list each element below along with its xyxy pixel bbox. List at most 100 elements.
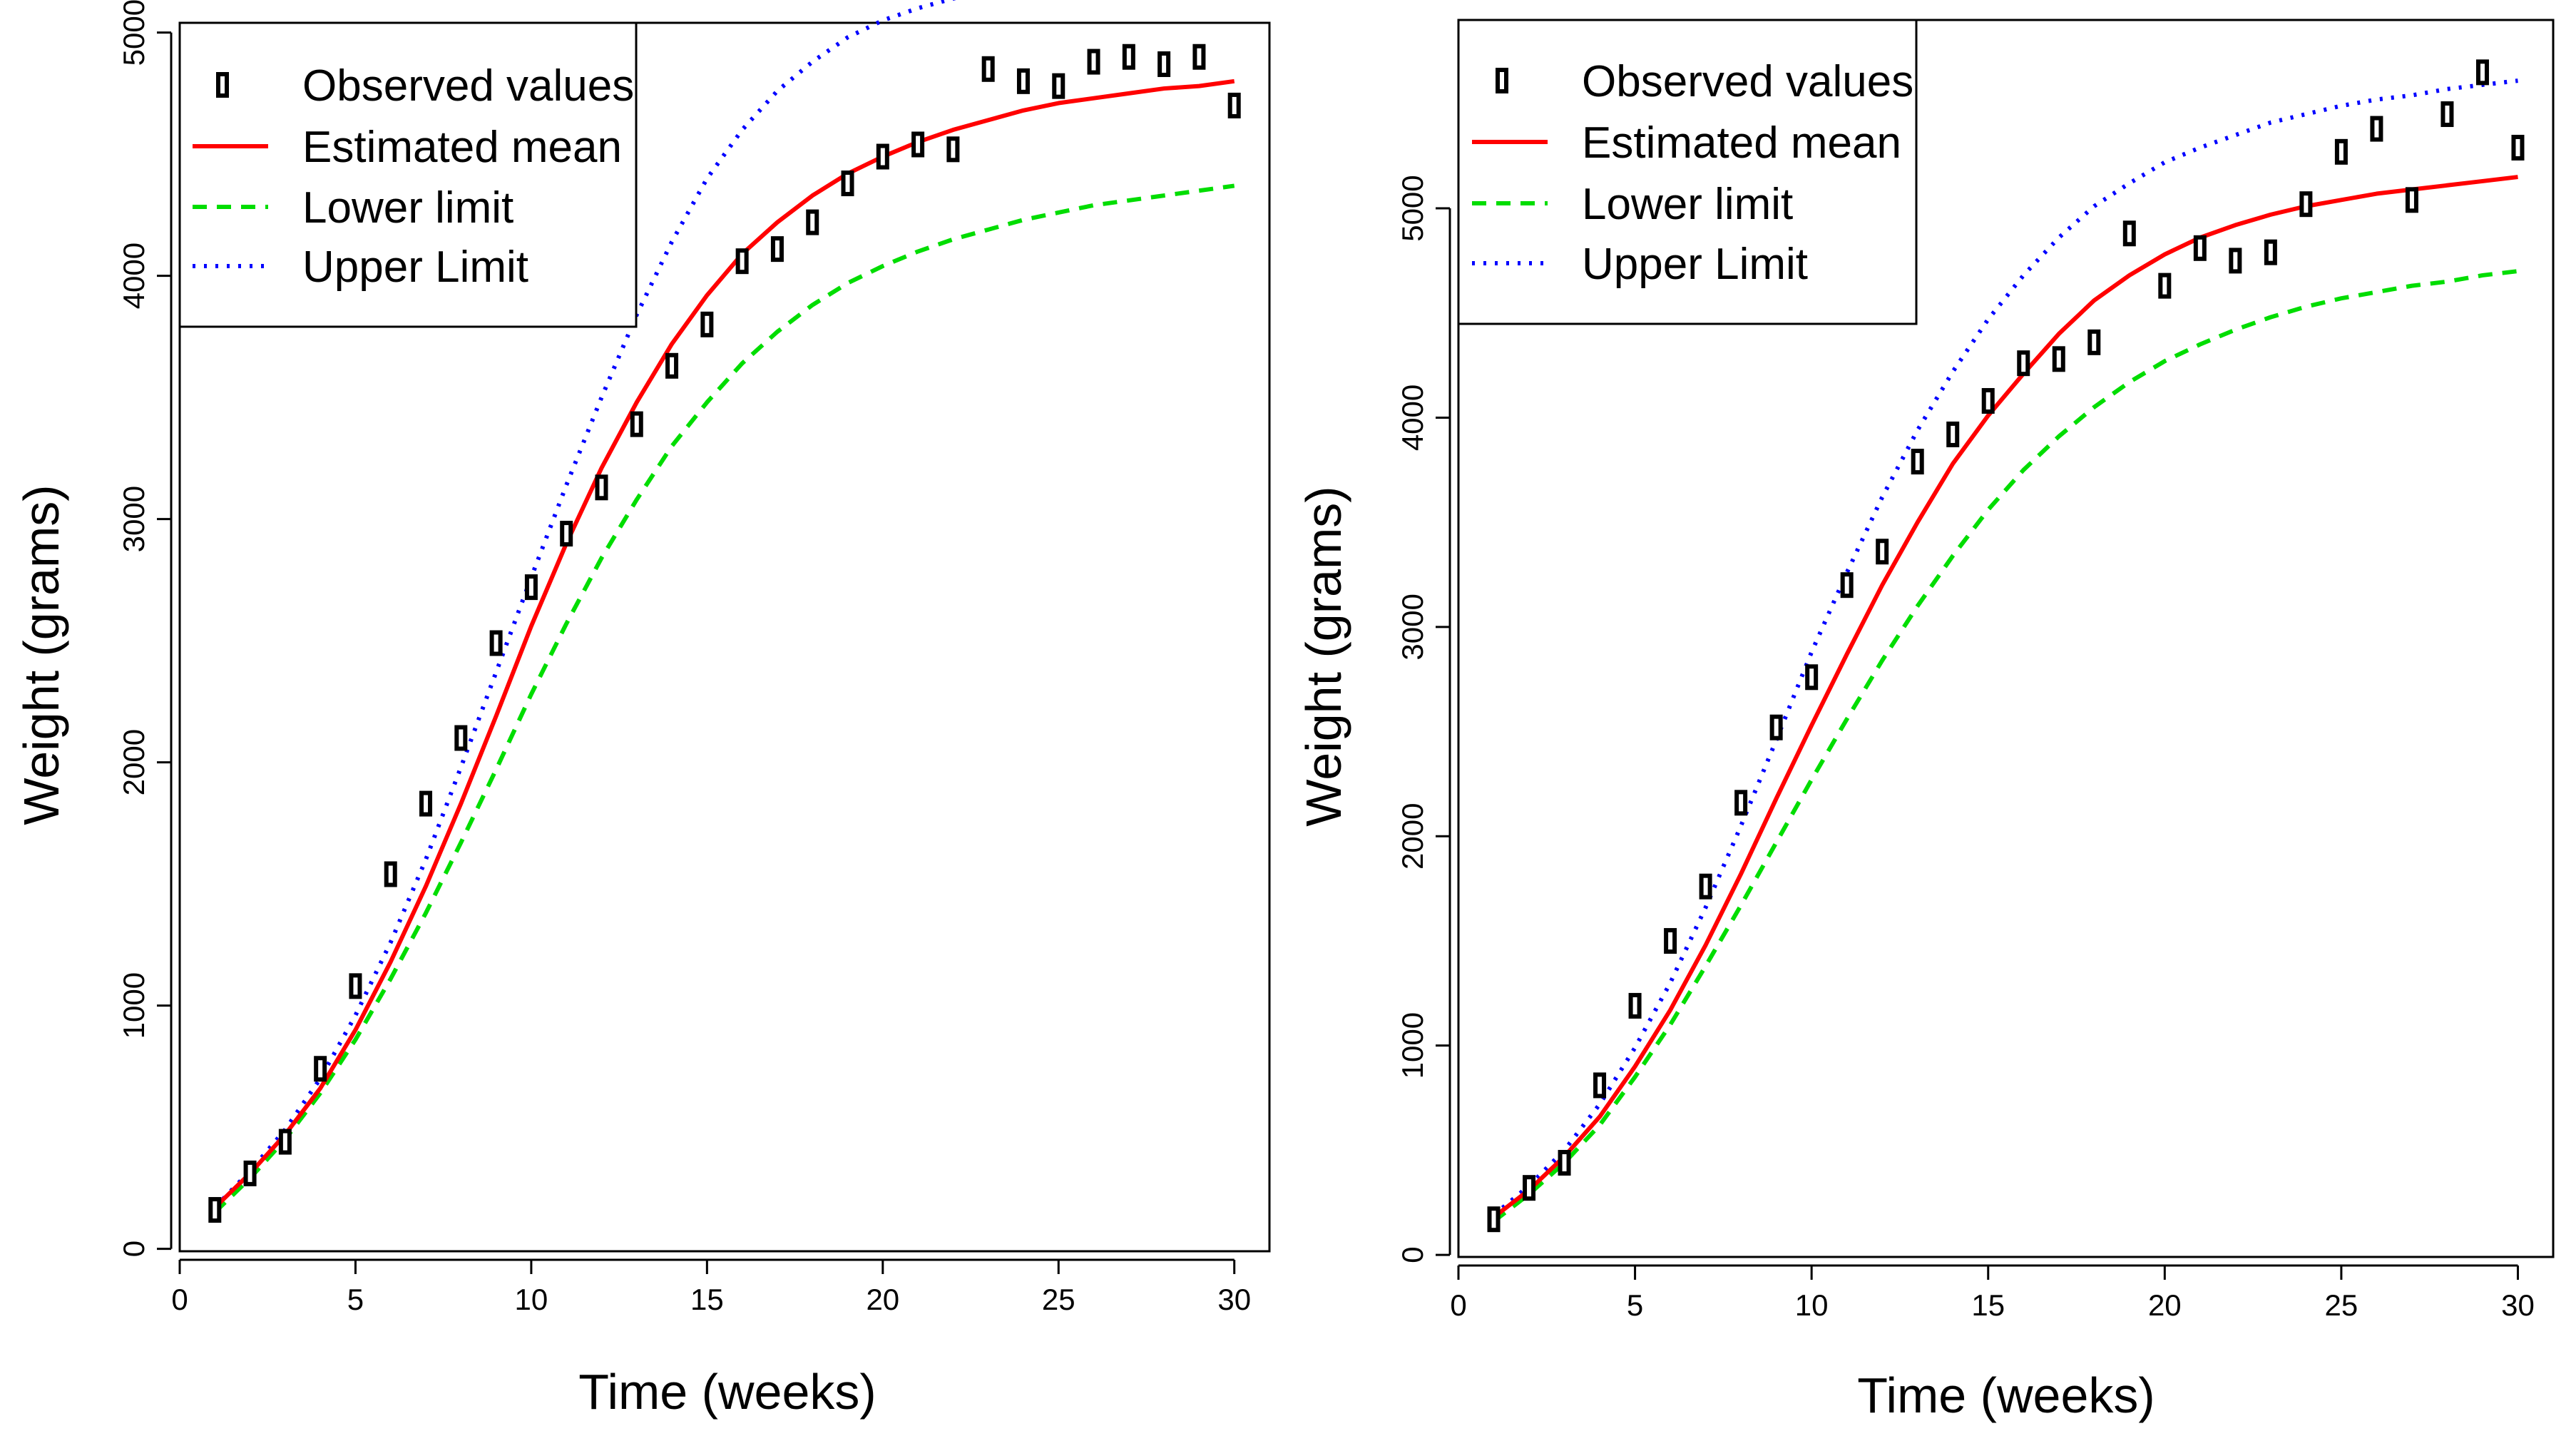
series-line-upper-limit (1492, 78, 2518, 1217)
observed-point (489, 630, 503, 656)
series-lines (213, 0, 1235, 1214)
observed-point (630, 411, 643, 437)
x-tick-label: 10 (515, 1283, 548, 1316)
y-axis-label: Weight (grams) (1296, 486, 1351, 826)
x-tick-label: 25 (2325, 1288, 2358, 1322)
observed-point (841, 170, 854, 197)
y-tick-label: 2000 (1396, 803, 1429, 870)
observed-point (349, 973, 362, 999)
chart-panel-left: 0 5 10 15 20 25 30 0 1000 2000 3000 4000 5000 Time … (14, 0, 1271, 1420)
x-tick-label: 20 (2148, 1288, 2182, 1322)
legend-box (178, 21, 638, 328)
legend: Observed values Estimated mean Lower lim… (178, 21, 638, 328)
observed-point (946, 136, 960, 163)
y-tick-label: 1000 (1396, 1012, 1429, 1079)
y-tick-label: 4000 (1396, 385, 1429, 451)
y-axis: 0 1000 2000 3000 4000 5000 (1396, 175, 1451, 1263)
observed-point (595, 474, 608, 501)
observed-point (1876, 539, 1889, 565)
legend: Observed values Estimated mean Lower lim… (1457, 19, 1918, 325)
legend-mean-label: Estimated mean (1582, 118, 1901, 168)
y-tick-label: 5000 (1396, 175, 1429, 241)
observed-point (1911, 449, 1924, 475)
legend-upper-label: Upper Limit (302, 243, 528, 292)
plot-frame (1457, 19, 2555, 1258)
x-axis-label: Time (weeks) (578, 1364, 876, 1420)
legend-box (1457, 19, 1918, 325)
observed-point (981, 56, 995, 82)
observed-points (1487, 59, 2525, 1233)
legend-upper-label: Upper Limit (1582, 240, 1808, 289)
legend-observed-label: Observed values (1582, 57, 1913, 106)
chart-panel-right: 0 5 10 15 20 25 30 0 1000 2000 3000 4000 5000 Time … (1296, 19, 2555, 1423)
x-axis-label: Time (weeks) (1857, 1368, 2155, 1423)
observed-point (2440, 101, 2454, 128)
observed-point (419, 790, 433, 817)
x-tick-label: 15 (1971, 1288, 2005, 1322)
observed-point (665, 352, 679, 379)
observed-point (278, 1129, 292, 1155)
observed-point (1840, 572, 1854, 599)
y-tick-label: 3000 (1396, 594, 1429, 660)
observed-point (1192, 44, 1206, 70)
observed-point (2229, 248, 2242, 274)
observed-point (2052, 346, 2065, 372)
observed-point (1487, 1206, 1501, 1233)
series-line-estimated-mean (213, 78, 1235, 1209)
observed-point (2158, 273, 2172, 299)
legend-lower-label: Lower limit (1582, 180, 1793, 229)
y-tick-label: 0 (117, 1241, 150, 1257)
observed-point (1699, 873, 1712, 900)
observed-points (208, 44, 1241, 1223)
y-tick-label: 2000 (117, 729, 150, 795)
x-tick-label: 0 (1450, 1288, 1466, 1322)
observed-point (2511, 134, 2525, 161)
series-line-estimated-mean (1492, 175, 2518, 1219)
observed-point (735, 248, 749, 275)
x-tick-label: 10 (1795, 1288, 1829, 1322)
y-axis: 0 1000 2000 3000 4000 5000 (117, 0, 173, 1257)
x-tick-label: 0 (171, 1283, 188, 1316)
observed-point (876, 143, 889, 170)
observed-point (700, 311, 714, 337)
observed-point (1664, 927, 1677, 954)
series-line-lower-limit (213, 183, 1235, 1214)
observed-point (1227, 92, 1241, 118)
y-tick-label: 5000 (117, 0, 150, 66)
observed-point (1769, 714, 1783, 740)
legend-lower-label: Lower limit (302, 183, 513, 233)
series-lines (1492, 78, 2518, 1223)
observed-point (1981, 387, 1995, 414)
observed-point (524, 574, 538, 601)
observed-point (454, 725, 468, 751)
observed-point (1523, 1175, 1536, 1201)
observed-point (1946, 421, 1960, 447)
y-tick-label: 3000 (117, 486, 150, 552)
observed-point (2264, 239, 2277, 265)
observed-point (384, 861, 397, 887)
observed-point (2122, 220, 2136, 247)
observed-point (1087, 49, 1100, 75)
x-tick-label: 25 (1042, 1283, 1075, 1316)
observed-point (2475, 59, 2489, 86)
observed-point (1157, 51, 1171, 77)
x-tick-label: 20 (866, 1283, 899, 1316)
series-line-lower-limit (1492, 269, 2518, 1223)
observed-point (2193, 235, 2207, 261)
observed-point (1805, 664, 1819, 691)
legend-observed-label: Observed values (302, 61, 634, 111)
observed-point (806, 209, 819, 235)
x-tick-label: 5 (347, 1283, 364, 1316)
observed-point (770, 236, 784, 263)
observed-point (1558, 1149, 1571, 1176)
observed-point (2017, 350, 2030, 377)
legend-observed-marker (1496, 68, 1508, 93)
x-tick-label: 15 (690, 1283, 724, 1316)
observed-point (2087, 329, 2101, 355)
observed-point (1593, 1072, 1607, 1099)
series-line-upper-limit (213, 0, 957, 1209)
observed-point (911, 131, 925, 158)
observed-point (314, 1056, 327, 1082)
observed-point (208, 1197, 222, 1223)
